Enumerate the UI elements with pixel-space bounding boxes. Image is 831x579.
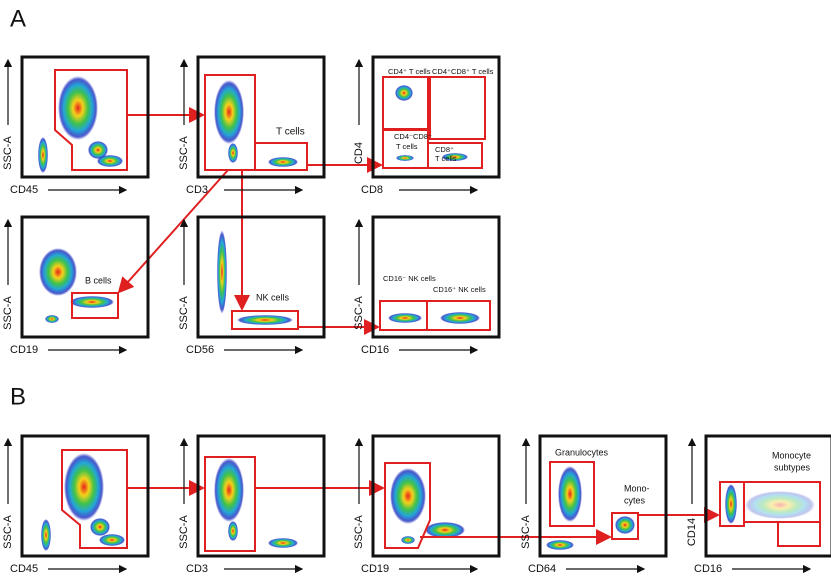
- y-axis-label: SSC-A: [2, 296, 14, 330]
- plot-frame: [371, 55, 501, 179]
- gate-label: T cells: [396, 142, 418, 151]
- gate-label: CD8⁺: [435, 145, 454, 154]
- x-axis-label: CD16: [361, 344, 389, 356]
- y-axis-label: CD4: [353, 142, 365, 164]
- gate-label: CD4⁺ T cells: [388, 67, 431, 76]
- gate-label: B cells: [85, 275, 112, 285]
- x-axis-label: CD16: [694, 563, 722, 575]
- plot-frame: [371, 434, 501, 558]
- gate-label: Monocyte: [772, 450, 811, 460]
- density: [38, 76, 815, 551]
- x-axis-label: CD64: [528, 563, 556, 575]
- gate-label: CD4⁻CD8⁻: [394, 132, 432, 141]
- plot-frame: [20, 55, 150, 179]
- y-axis-label: SSC-A: [2, 136, 14, 170]
- gate-label: T cells: [435, 154, 457, 163]
- x-axis-label: CD3: [186, 563, 208, 575]
- y-axis-label: SSC-A: [353, 515, 365, 549]
- y-axis-label: SSC-A: [353, 296, 365, 330]
- plot-frame: [371, 215, 501, 339]
- y-axis-label: SSC-A: [178, 136, 190, 170]
- gates: [54, 69, 821, 552]
- panel-label: A: [10, 5, 26, 32]
- plot-frame: [704, 434, 831, 558]
- y-axis-label: SSC-A: [2, 515, 14, 549]
- gate-label: subtypes: [774, 462, 811, 472]
- y-axis-label: SSC-A: [178, 515, 190, 549]
- plot-frame: [20, 215, 150, 339]
- gating-arrows: [117, 107, 720, 545]
- plot-frame: [538, 434, 668, 558]
- x-axis-label: CD45: [10, 184, 38, 196]
- x-axis-label: CD56: [186, 344, 214, 356]
- y-axis-label: SSC-A: [520, 515, 532, 549]
- plot-frame: [196, 55, 326, 179]
- gate-label: CD4⁺CD8⁺ T cells: [432, 67, 494, 76]
- gate-label: Granulocytes: [555, 447, 609, 457]
- gate-label: CD16⁻ NK cells: [383, 274, 436, 283]
- gate-label: cytes: [624, 495, 646, 505]
- plot-frame: [196, 434, 326, 558]
- gate-label: Mono-: [624, 483, 650, 493]
- gate-label: CD16⁺ NK cells: [433, 285, 486, 294]
- x-axis-label: CD45: [10, 563, 38, 575]
- y-axis-label: SSC-A: [178, 296, 190, 330]
- x-axis-label: CD19: [361, 563, 389, 575]
- x-axis-label: CD8: [361, 184, 383, 196]
- gate-label: T cells: [276, 127, 305, 138]
- plot-frame: [196, 215, 326, 339]
- y-axis-label: CD14: [686, 518, 698, 546]
- x-axis-label: CD3: [186, 184, 208, 196]
- gate-label: NK cells: [256, 292, 290, 302]
- panel-label: B: [10, 383, 26, 410]
- x-axis-label: CD19: [10, 344, 38, 356]
- plot-frame: [20, 434, 150, 558]
